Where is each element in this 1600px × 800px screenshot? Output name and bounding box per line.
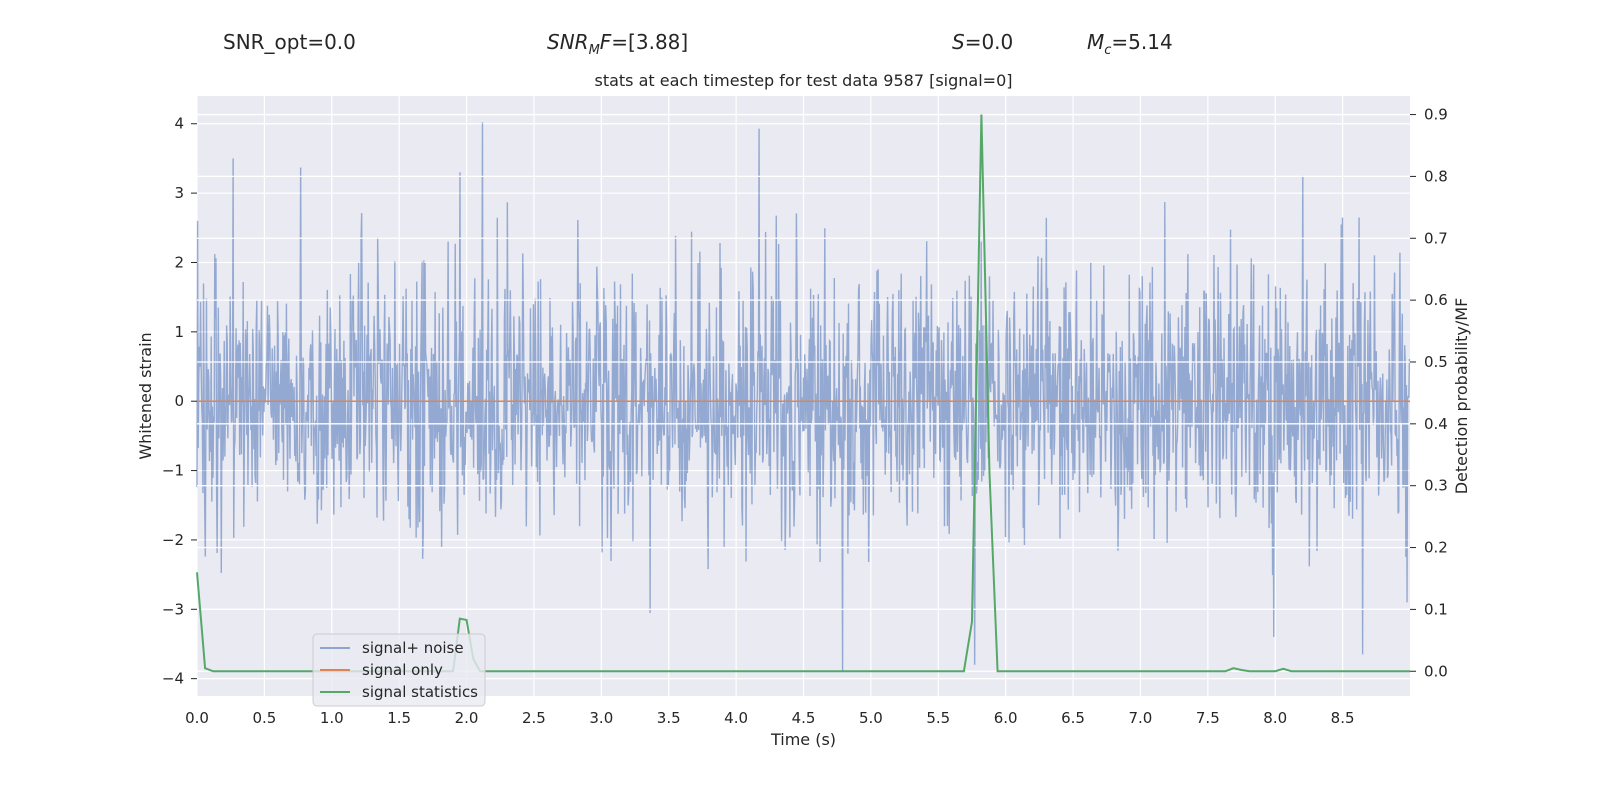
mc-label: Mc=5.14	[1087, 30, 1173, 58]
y2-axis-label: Detection probability/MF	[1452, 298, 1471, 495]
x-tick-label: 1.5	[387, 709, 411, 727]
y2-tick-label: 0.1	[1424, 600, 1448, 618]
snr-mf-label: SNRMF=[3.88]	[547, 30, 689, 58]
x-tick-label: 3.5	[657, 709, 681, 727]
x-tick-label: 4.5	[792, 709, 816, 727]
x-axis-label: Time (s)	[770, 730, 836, 749]
y2-tick-label: 0.9	[1424, 106, 1448, 124]
series-signal-noise	[196, 122, 1411, 672]
x-tick-label: 1.0	[320, 709, 344, 727]
x-tick-label: 2.0	[455, 709, 479, 727]
y-tick-label: −1	[162, 462, 184, 480]
y-tick-label: −3	[162, 600, 184, 618]
y-tick-label: 0	[174, 392, 184, 410]
y-tick-label: 2	[174, 253, 184, 271]
x-tick-label: 0.0	[185, 709, 209, 727]
y2-tick-label: 0.3	[1424, 477, 1448, 495]
x-tick-label: 7.0	[1129, 709, 1153, 727]
legend-label-signal-only: signal only	[362, 661, 443, 679]
y2-tick-label: 0.7	[1424, 229, 1448, 247]
y-tick-label: −2	[162, 531, 184, 549]
snr-opt-label: SNR_opt=0.0	[223, 30, 356, 54]
y-tick-label: 3	[174, 184, 184, 202]
legend-box	[312, 633, 486, 707]
y2-tick-label: 0.4	[1424, 415, 1448, 433]
y-axis-label: Whitened strain	[136, 332, 155, 459]
legend: signal+ noise signal only signal statist…	[312, 633, 486, 707]
y2-tick-label: 0.8	[1424, 167, 1448, 185]
y2-tick-label: 0.0	[1424, 662, 1448, 680]
x-tick-label: 2.5	[522, 709, 546, 727]
x-tick-label: 0.5	[252, 709, 276, 727]
legend-label-signal-statistics: signal statistics	[362, 683, 478, 701]
x-tick-label: 8.0	[1263, 709, 1287, 727]
series-layer	[196, 113, 1411, 680]
s-label: S=0.0	[952, 30, 1014, 54]
x-tick-label: 6.5	[1061, 709, 1085, 727]
y-tick-label: 1	[174, 323, 184, 341]
y2-tick-label: 0.6	[1424, 291, 1448, 309]
x-tick-label: 8.5	[1331, 709, 1355, 727]
x-tick-label: 3.0	[589, 709, 613, 727]
x-tick-label: 6.0	[994, 709, 1018, 727]
y2-tick-label: 0.5	[1424, 353, 1448, 371]
y-tick-label: 4	[174, 115, 184, 133]
x-tick-label: 5.5	[926, 709, 950, 727]
y2-tick-label: 0.2	[1424, 539, 1448, 557]
x-tick-label: 7.5	[1196, 709, 1220, 727]
x-tick-label: 4.0	[724, 709, 748, 727]
legend-label-signal-noise: signal+ noise	[362, 639, 464, 657]
tick-labels: 0.0 0.5 1.0 1.5 2.0 2.5 3.0 3.5 4.0 4.5 5.0 5.5 6.0 6…	[162, 106, 1448, 727]
x-tick-label: 5.0	[859, 709, 883, 727]
chart-title: stats at each timestep for test data 958…	[594, 71, 1012, 90]
y-tick-label: −4	[162, 670, 184, 688]
